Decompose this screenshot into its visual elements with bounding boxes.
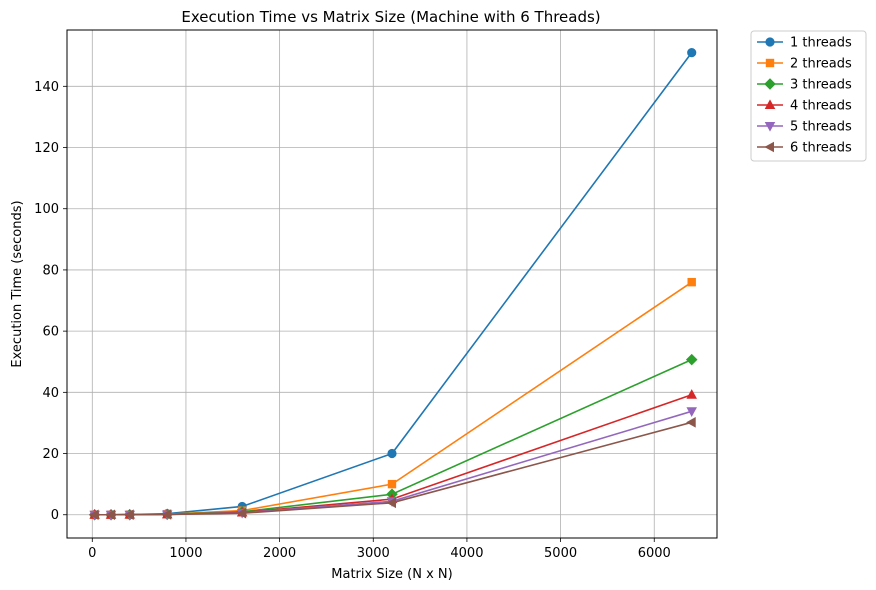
data-point: [686, 389, 697, 399]
y-tick-label: 60: [42, 325, 59, 340]
y-tick-label: 140: [34, 80, 59, 95]
legend-marker: [765, 37, 775, 47]
y-tick-label: 120: [34, 141, 59, 156]
legend-entry: 3 threads: [757, 78, 852, 93]
data-point: [161, 509, 172, 520]
data-point: [687, 48, 697, 58]
axis-ticks: 0 1000 2000 3000 4000 5000 6000 0 20 40 60 80 100 120…: [34, 80, 671, 561]
legend-entry: 5 threads: [757, 120, 852, 135]
x-tick-label: 6000: [638, 546, 671, 561]
data-point: [387, 448, 397, 459]
data-point: [685, 353, 698, 366]
grid-lines: [67, 30, 717, 538]
x-tick-label: 1000: [169, 546, 202, 561]
data-point: [88, 509, 99, 521]
legend-label: 3 threads: [790, 78, 852, 93]
x-tick-label: 5000: [544, 546, 577, 561]
data-point: [124, 509, 134, 520]
x-tick-label: 2000: [263, 546, 296, 561]
legend-marker: [764, 99, 776, 109]
data-point: [236, 507, 247, 519]
chart-title: Execution Time vs Matrix Size (Machine w…: [181, 8, 600, 26]
series-6: [88, 417, 696, 521]
legend-marker: [764, 78, 776, 90]
x-tick-label: 4000: [450, 546, 483, 561]
legend-label: 6 threads: [790, 141, 852, 156]
y-tick-label: 20: [42, 447, 59, 462]
legend-entry: 1 threads: [757, 36, 852, 51]
data-point: [386, 497, 397, 509]
legend-label: 1 threads: [790, 36, 852, 51]
data-point: [686, 407, 697, 417]
x-tick-label: 3000: [357, 546, 390, 561]
legend-label: 5 threads: [790, 120, 852, 135]
data-point: [687, 277, 696, 287]
data-point: [105, 509, 116, 521]
data-point: [387, 479, 397, 489]
legend-label: 4 threads: [790, 99, 852, 114]
legend-marker: [764, 122, 776, 132]
x-tick-label: 0: [88, 546, 96, 561]
y-axis-title: Execution Time (seconds): [10, 200, 25, 367]
legend: 1 threads 2 threads 3 threads 4 threads 5 th…: [750, 30, 867, 162]
legend-entry: 6 threads: [757, 141, 852, 156]
y-tick-label: 40: [42, 386, 59, 401]
y-tick-label: 80: [42, 263, 59, 278]
y-tick-label: 0: [51, 508, 59, 523]
data-point: [686, 417, 696, 428]
legend-entry: 2 threads: [757, 57, 852, 72]
legend-marker: [764, 141, 774, 153]
plot-area-frame: [66, 29, 718, 539]
y-tick-label: 100: [34, 202, 59, 217]
legend-entry: 4 threads: [757, 99, 852, 114]
legend-marker: [765, 58, 775, 68]
plot-series: [88, 48, 698, 521]
legend-label: 2 threads: [790, 57, 852, 72]
x-axis-title: Matrix Size (N x N): [331, 567, 452, 582]
